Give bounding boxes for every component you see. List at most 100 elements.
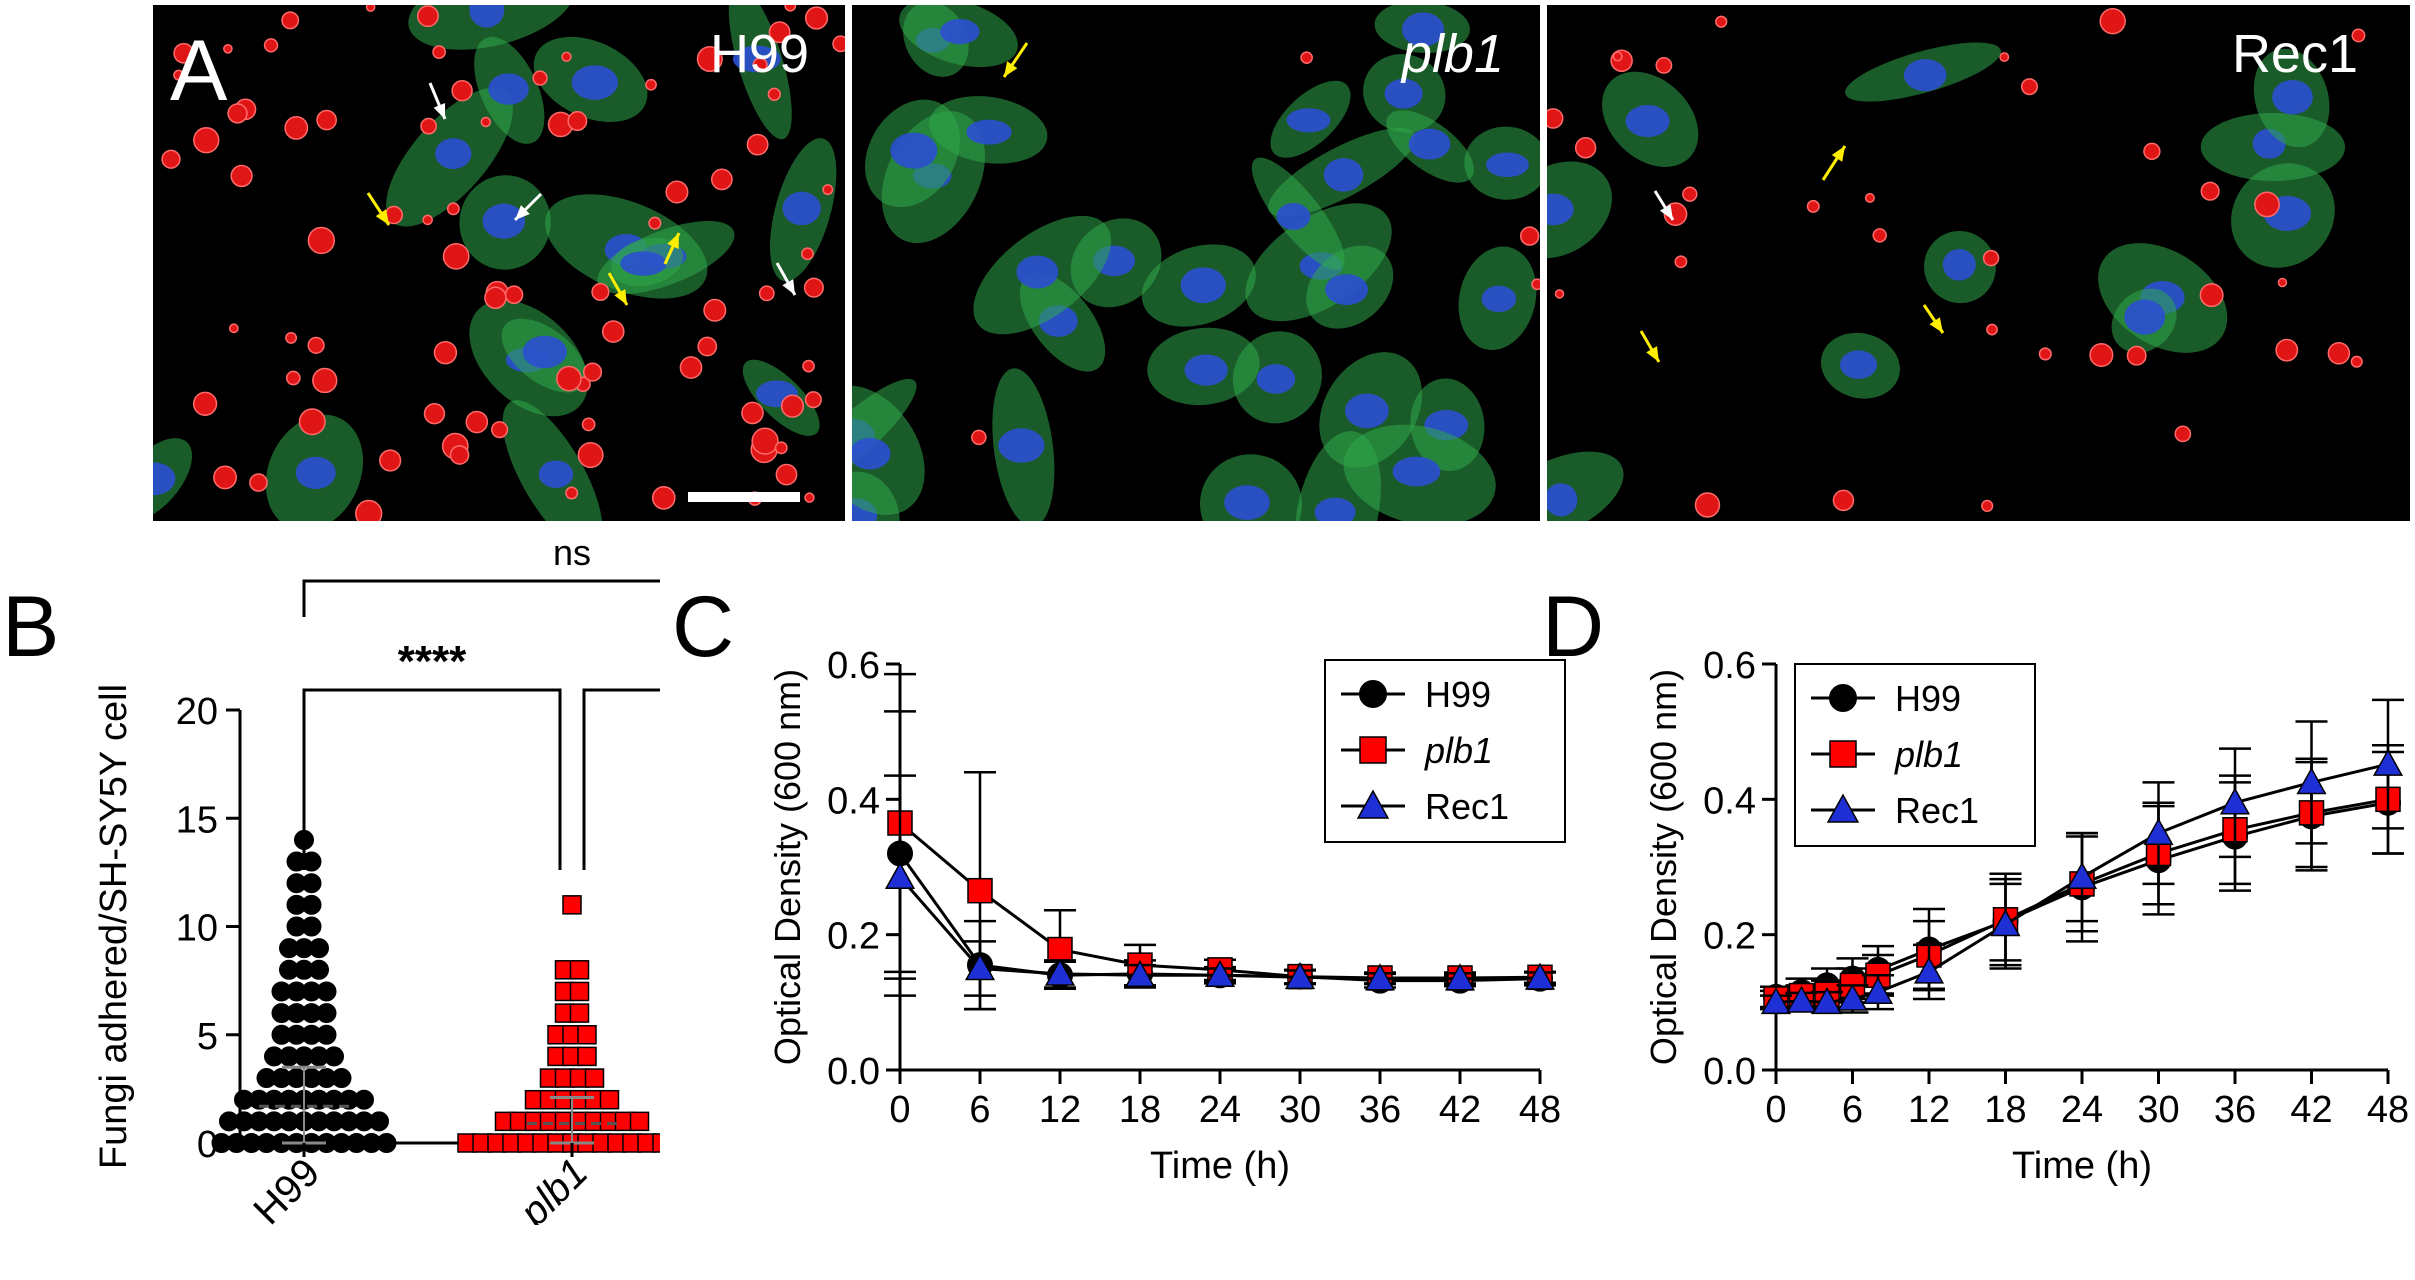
y-tick-label: 5 — [197, 1016, 218, 1058]
x-tick-label-plb1: plb1 — [511, 1150, 596, 1225]
data-point-Rec1 — [1364, 963, 1396, 991]
cell-nucleus — [1184, 354, 1228, 386]
data-point-plb1 — [569, 981, 590, 1002]
data-point-plb1 — [1047, 936, 1073, 963]
fungus-cell — [193, 126, 220, 154]
micrograph-h99-label: H99 — [709, 24, 809, 84]
fungus-cell — [484, 286, 507, 310]
cell-nucleus — [1180, 267, 1226, 304]
data-point-H99 — [369, 1111, 389, 1132]
fungus-cell — [480, 116, 492, 128]
fungus-cell — [582, 362, 603, 382]
fungus-cell — [420, 117, 438, 135]
x-tick-label: 30 — [1279, 1089, 1321, 1131]
y-tick-label: 0.6 — [1703, 645, 1756, 687]
fungus-cell — [227, 103, 248, 124]
fungus-cell — [2126, 345, 2147, 366]
fungus-cell — [1981, 499, 1994, 513]
cell-nucleus — [488, 73, 529, 105]
y-tick-label: 20 — [176, 691, 218, 733]
legend: H99 plb1 Rec1 — [1794, 663, 2036, 847]
series-Rec1 — [884, 774, 1556, 997]
legend-label-plb1: plb1 — [1894, 734, 1963, 775]
fungus-cell — [710, 168, 733, 191]
fungus-cell — [1864, 192, 1875, 203]
fungus-cell — [767, 87, 781, 101]
comparison-label: **** — [398, 637, 467, 686]
micrograph-plb1: plb1 — [852, 5, 1540, 521]
fungus-cell — [651, 486, 676, 510]
data-point-Rec1 — [1837, 983, 1868, 1011]
fungus-cell — [2089, 342, 2114, 368]
y-axis-label: Fungi adhered/SH-SY5Y cell — [93, 684, 135, 1169]
x-axis-label: Time (h) — [2012, 1145, 2152, 1187]
fungus-cell — [1612, 51, 1623, 62]
data-point-Rec1 — [1862, 976, 1894, 1004]
fungus-cell — [2254, 191, 2280, 218]
fungus-cell — [822, 184, 834, 196]
cell-nucleus — [1224, 485, 1270, 520]
arrow-head — [1004, 61, 1018, 77]
x-tick-label: 24 — [2061, 1089, 2103, 1131]
fungus-cell — [2038, 347, 2052, 361]
data-point-Rec1 — [2219, 787, 2251, 815]
data-point-Rec1 — [1044, 958, 1076, 986]
cell-nucleus — [940, 19, 980, 45]
fungus-cell — [173, 69, 185, 81]
fungus-cell — [1554, 289, 1565, 299]
fungus-cell — [1694, 492, 1721, 518]
micrograph-rec1-label: Rec1 — [2231, 24, 2358, 84]
data-point-plb1 — [967, 877, 993, 904]
cell-nucleus — [1325, 274, 1369, 306]
fungus-cell — [768, 21, 791, 44]
data-point-H99 — [316, 1003, 337, 1024]
panel-letter-a: A — [170, 23, 228, 119]
fungus-cell — [161, 149, 181, 169]
fungus-cell — [556, 365, 582, 392]
y-tick-label: 0.0 — [1703, 1051, 1756, 1093]
fungus-cell — [696, 45, 723, 73]
fungus-cell — [2199, 283, 2224, 308]
fungus-cell — [1574, 137, 1597, 159]
comparison-label: ns — [553, 532, 591, 573]
fungus-cell — [173, 42, 195, 64]
data-point-Rec1 — [884, 861, 916, 889]
fungus-cell — [1999, 52, 2010, 63]
micrograph-rec1: Rec1 — [1547, 5, 2410, 521]
comparison-bracket — [582, 688, 660, 870]
data-point-H99 — [354, 1089, 374, 1110]
fungus-cell — [1531, 278, 1540, 291]
fungus-cell — [2351, 28, 2366, 43]
fungus-cell — [423, 402, 446, 425]
fungus-cell — [703, 298, 727, 322]
x-tick-label: 12 — [1908, 1089, 1950, 1131]
x-tick-label: 24 — [1199, 1089, 1241, 1131]
cell-nucleus — [1276, 203, 1311, 230]
fungus-cell — [230, 164, 253, 188]
data-point-H99 — [301, 894, 322, 915]
data-point-plb1 — [569, 1003, 590, 1023]
micrograph-rec1-image — [1547, 7, 2366, 521]
fungus-cell — [1832, 489, 1855, 512]
fungus-cell — [581, 417, 596, 432]
fungus-cell — [491, 421, 509, 439]
x-tick-label: 6 — [969, 1089, 990, 1131]
cell-nucleus — [1345, 393, 1389, 429]
cell-nucleus — [1486, 152, 1529, 178]
arrow-head — [433, 103, 446, 119]
panel-letter-b: B — [2, 579, 60, 675]
cell-nucleus — [435, 138, 472, 169]
data-point-Rec1 — [1811, 986, 1843, 1015]
fungus-cell — [804, 391, 822, 409]
x-tick-label: 48 — [1519, 1089, 1561, 1131]
fungus-cell — [433, 340, 458, 365]
fungus-cell — [228, 323, 239, 334]
fungus-cell — [365, 5, 376, 12]
fungus-cell — [312, 367, 338, 394]
fungus-cell — [803, 277, 824, 298]
legend-label-H99: H99 — [1425, 674, 1491, 715]
fungus-cell — [1806, 199, 1820, 213]
legend-marker-plb1 — [1829, 740, 1857, 768]
fungus-cell — [285, 370, 301, 386]
chart-d: 0.0 0.2 0.4 0.6 0 6 12 18 24 30 36 42 48 Time (h) Opti… — [1643, 645, 2409, 1187]
